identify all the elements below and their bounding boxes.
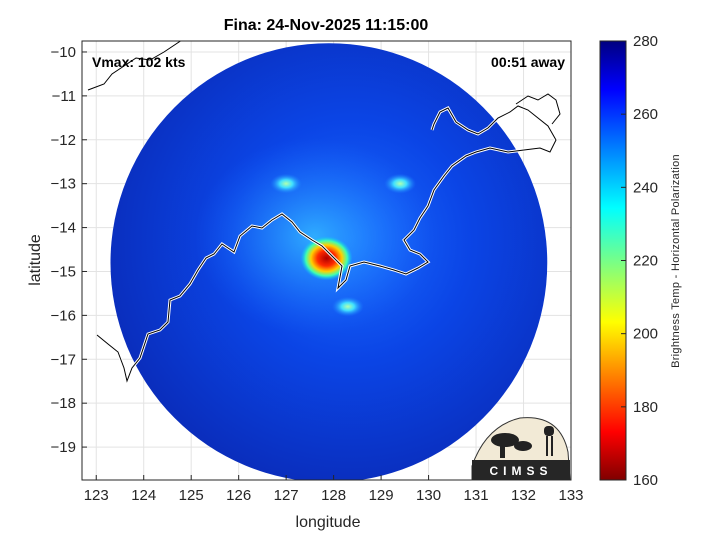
y-tick-label: −14 xyxy=(51,220,76,237)
colorbar-tick-label: 260 xyxy=(633,106,658,123)
x-tick-label: 132 xyxy=(511,487,536,504)
x-axis-label: longitude xyxy=(296,514,361,531)
colorbar-tick-label: 280 xyxy=(633,33,658,50)
x-tick-label: 128 xyxy=(321,487,346,504)
y-tick-label: −16 xyxy=(51,307,76,324)
plot-area xyxy=(81,40,572,481)
x-tick-label: 123 xyxy=(84,487,109,504)
island-coast xyxy=(87,41,182,91)
y-tick-label: −17 xyxy=(51,351,76,368)
y-tick-label: −18 xyxy=(51,395,76,412)
y-tick-label: −15 xyxy=(51,263,76,280)
x-tick-label: 130 xyxy=(416,487,441,504)
storm-feature-spiral-band-south xyxy=(331,296,364,317)
colorbar-label: Brightness Temp - Horizontal Polarizatio… xyxy=(670,154,682,368)
x-axis-ticks: 123 124 125 126 127 128 129 130 131 132 133 xyxy=(84,475,584,504)
y-tick-label: −19 xyxy=(51,439,76,456)
water-tower-icon xyxy=(544,426,554,436)
island-coast-ne xyxy=(515,93,561,125)
x-tick-label: 131 xyxy=(464,487,489,504)
x-tick-label: 129 xyxy=(369,487,394,504)
y-axis-ticks: −10 −11 −12 −13 −14 −15 −16 −17 −18 −19 xyxy=(51,44,87,456)
x-tick-label: 133 xyxy=(558,487,583,504)
time-away-annotation: 00:51 away xyxy=(491,54,565,70)
storm-feature-inner-band-north xyxy=(270,173,303,194)
chart-title: Fina: 24-Nov-2025 11:15:00 xyxy=(224,17,429,34)
y-axis-label: latitude xyxy=(27,234,44,286)
x-tick-label: 127 xyxy=(274,487,299,504)
y-tick-label: −13 xyxy=(51,176,76,193)
colorbar-tick-label: 160 xyxy=(633,472,658,489)
x-tick-label: 125 xyxy=(179,487,204,504)
cloud-shield xyxy=(194,137,435,336)
y-tick-label: −11 xyxy=(52,88,76,105)
storm-feature-eyewall-core xyxy=(300,236,353,281)
cimss-logo: CIMSS xyxy=(471,417,571,481)
y-tick-label: −10 xyxy=(51,44,76,61)
colorbar: 160 180 200 220 240 260 280 Brightness Temp - … xyxy=(599,33,682,489)
y-tick-label: −12 xyxy=(51,132,76,149)
colorbar-ticks: 160 180 200 220 240 260 280 xyxy=(621,33,658,489)
coastline-ink xyxy=(96,105,557,383)
vmax-annotation: Vmax: 102 kts xyxy=(92,54,186,70)
swath-layer xyxy=(87,41,561,480)
storm-feature-inner-band-ne xyxy=(384,173,417,194)
radar-dish-icon xyxy=(491,433,519,447)
colorbar-tick-label: 240 xyxy=(633,179,658,196)
colorbar-tick-label: 220 xyxy=(633,253,658,270)
colorbar-tick-label: 200 xyxy=(633,326,658,343)
colorbar-tick-label: 180 xyxy=(633,399,658,416)
logo-text: CIMSS xyxy=(489,464,552,478)
x-tick-label: 124 xyxy=(131,487,156,504)
x-tick-label: 126 xyxy=(226,487,251,504)
